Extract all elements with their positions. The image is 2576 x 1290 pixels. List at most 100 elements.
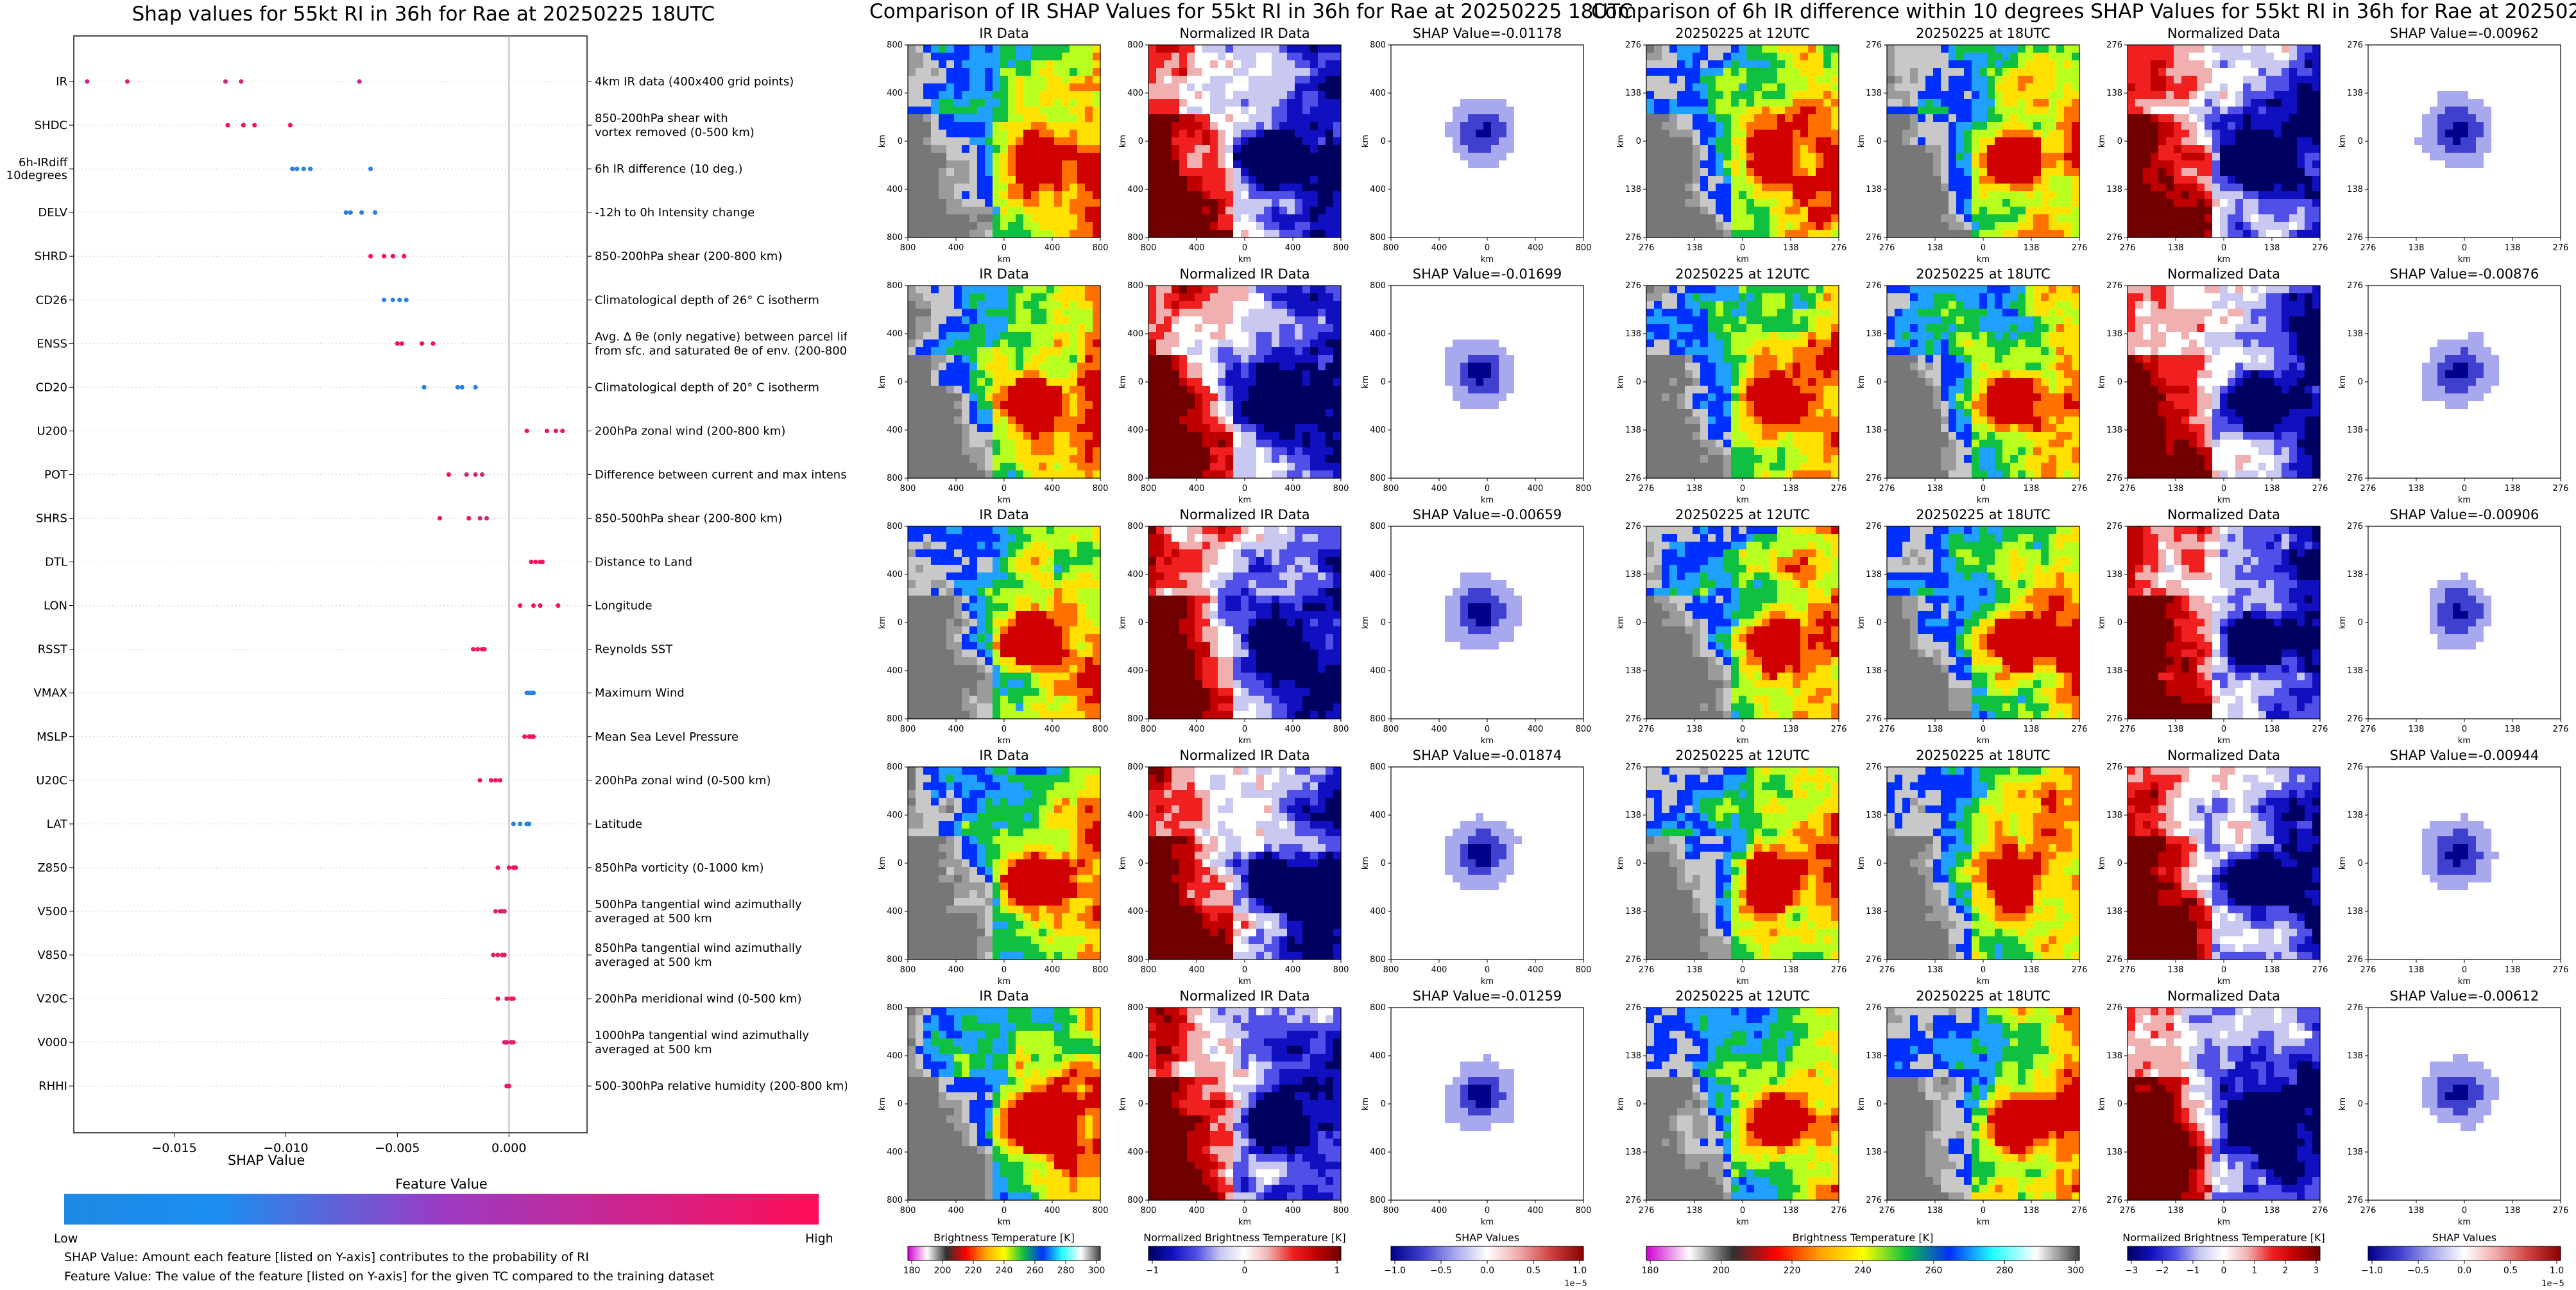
feature-description: 200hPa zonal wind (200-800 km): [595, 424, 785, 438]
panel-y-tick: 800: [1370, 714, 1386, 724]
panel-x-tick: 400: [1189, 484, 1205, 494]
panel-y-label: km: [1118, 1097, 1128, 1110]
panel-y-tick: 276: [2106, 1003, 2122, 1013]
shap-point: [368, 167, 373, 171]
feature-label: ENSS: [37, 337, 67, 350]
feature-description: Difference between current and max inten…: [595, 468, 847, 481]
panel-x-tick: 138: [2264, 965, 2280, 975]
colorbar-title: Feature Value: [395, 1176, 488, 1192]
panel-x-tick: 276: [2072, 725, 2088, 734]
colorbar-tick: 2: [2283, 1266, 2289, 1276]
colorbar-tick: −1.0: [2361, 1266, 2383, 1276]
panel-x-tick: 400: [1045, 243, 1061, 253]
shap-point: [400, 341, 404, 346]
panel-x-tick: 138: [2264, 243, 2280, 253]
panel-x-tick: 276: [2072, 243, 2088, 253]
panel-y-tick: 276: [2106, 714, 2122, 724]
panel-y-tick: 138: [2106, 1051, 2122, 1061]
panel-x-label: km: [2217, 736, 2230, 746]
panel-y-tick: 276: [1866, 522, 1882, 531]
panel-x-tick: 800: [900, 1206, 916, 1216]
panel-y-tick: 138: [1866, 811, 1882, 820]
panel-x-tick: 276: [2360, 965, 2376, 975]
panel-y-tick: 400: [1370, 811, 1386, 820]
feature-label: V000: [37, 1036, 67, 1049]
panel-y-tick: 276: [1625, 1003, 1641, 1013]
panel-y-tick: 138: [1866, 89, 1882, 98]
panel-x-tick: 138: [2409, 965, 2425, 975]
panel-y-tick: 800: [887, 233, 903, 243]
panel-x-tick: 138: [1783, 243, 1799, 253]
shap-point: [373, 211, 377, 215]
panel-x-tick: 0: [2221, 965, 2226, 975]
panel-x-tick: 0: [1740, 484, 1745, 494]
panel-y-label: km: [2097, 1097, 2107, 1110]
panel-y-label: km: [2097, 135, 2107, 148]
panel-x-tick: 138: [2168, 243, 2184, 253]
panel-title: SHAP Value=-0.00962: [2368, 26, 2561, 41]
panel-y-tick: 0: [1877, 618, 1882, 628]
panel-y-label: km: [878, 135, 887, 148]
panel-y-label: km: [1857, 857, 1866, 870]
panel-x-tick: 138: [2168, 965, 2184, 975]
panel-x-tick: 276: [1831, 1206, 1847, 1216]
colorbar-scale: 1e−5: [2541, 1279, 2564, 1289]
panel-x-tick: 276: [1879, 965, 1895, 975]
panel-x-tick: 276: [1639, 243, 1655, 253]
panel-y-tick: 138: [2347, 329, 2363, 339]
panel-x-tick: 0: [2462, 725, 2467, 734]
panel-y-tick: 138: [2106, 666, 2122, 676]
panel-y-tick: 138: [1866, 907, 1882, 916]
shap-point: [422, 385, 426, 390]
colorbar-label: Brightness Temperature [K]: [1793, 1232, 1934, 1244]
panel-x-label: km: [1736, 736, 1749, 746]
panel-x-tick: 276: [1831, 484, 1847, 494]
panel-x-tick: 0: [1485, 725, 1490, 734]
colorbar-tick: 0.5: [2503, 1266, 2518, 1276]
panel-x-tick: 0: [1002, 1206, 1007, 1216]
panel-title: Normalized Data: [2128, 507, 2320, 522]
shap-point: [556, 603, 560, 608]
panel-y-tick: 276: [1625, 714, 1641, 724]
panel-x-label: km: [1481, 977, 1494, 986]
panel-x-tick: 400: [1528, 484, 1544, 494]
panel-x-tick: 400: [948, 1206, 964, 1216]
panel-title: 20250225 at 18UTC: [1887, 26, 2079, 41]
panel-y-tick: 800: [887, 955, 903, 965]
shap-point: [518, 821, 522, 826]
feature-label: MSLP: [37, 730, 67, 744]
panel-y-label: km: [1361, 616, 1370, 629]
panel-title: Normalized Data: [2128, 748, 2320, 763]
panel-x-tick: 138: [2505, 484, 2521, 494]
panel-y-tick: 0: [2358, 1099, 2363, 1109]
panel-x-tick: 0: [1002, 965, 1007, 975]
panel-y-tick: 0: [1877, 377, 1882, 387]
panel-y-label: km: [878, 1097, 887, 1110]
panel-y-tick: 276: [2106, 522, 2122, 531]
colorbar-label: SHAP Values: [1455, 1232, 1519, 1244]
panel-x-tick: 400: [948, 725, 964, 734]
colorbar-tick: 260: [1027, 1266, 1044, 1276]
colorbar-tick: 240: [996, 1266, 1013, 1276]
colorbar-strip: [908, 1246, 1100, 1260]
panel-y-tick: 0: [2358, 859, 2363, 868]
shap-point: [484, 516, 489, 520]
colorbar-tick: 1: [2252, 1266, 2258, 1276]
panel-y-tick: 800: [887, 1003, 903, 1013]
panel-y-tick: 138: [2106, 1148, 2122, 1157]
shap-point: [475, 647, 480, 651]
